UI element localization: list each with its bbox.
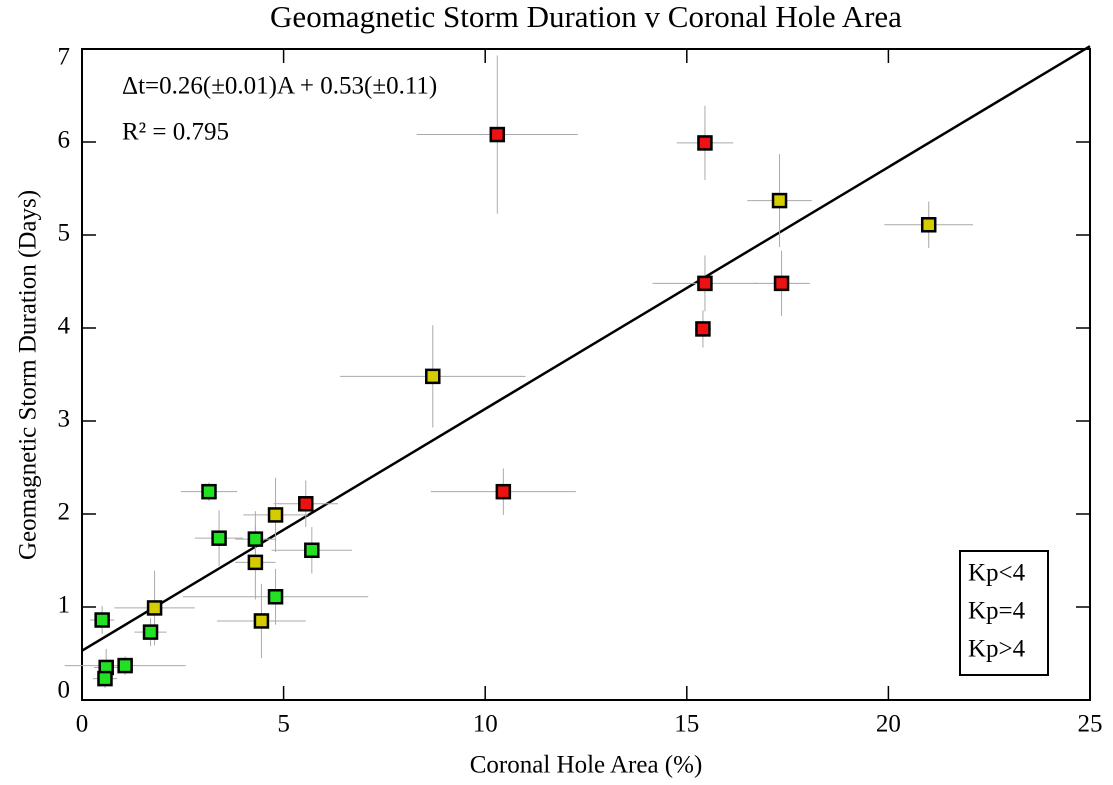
x-tick-label: 0 bbox=[76, 711, 89, 738]
point bbox=[211, 530, 227, 546]
point bbox=[695, 321, 711, 337]
y-axis-label: Geomagnetic Storm Duration (Days) bbox=[15, 190, 42, 560]
x-tick-label: 5 bbox=[277, 711, 290, 738]
point bbox=[425, 368, 441, 385]
point bbox=[697, 135, 713, 151]
point bbox=[267, 589, 284, 605]
y-tick-label: 4 bbox=[58, 313, 71, 340]
point bbox=[267, 507, 284, 523]
x-tick-label: 25 bbox=[1078, 711, 1103, 738]
legend-box bbox=[959, 550, 1049, 676]
y-tick-label: 6 bbox=[58, 127, 71, 154]
legend-label: Kp<4 bbox=[968, 560, 1026, 587]
point bbox=[771, 192, 788, 209]
x-tick-label: 20 bbox=[876, 711, 901, 738]
y-tick-label: 2 bbox=[58, 499, 71, 526]
point bbox=[253, 613, 270, 629]
point bbox=[247, 554, 264, 571]
y-tick-label: 5 bbox=[58, 220, 71, 247]
point bbox=[94, 612, 110, 628]
chart-title: Geomagnetic Storm Duration v Coronal Hol… bbox=[270, 0, 902, 34]
fit-equation: Δt=0.26(±0.01)A + 0.53(±0.11) bbox=[122, 73, 437, 100]
point bbox=[920, 217, 937, 233]
y-tick-label: 1 bbox=[58, 592, 71, 619]
legend-label: Kp>4 bbox=[968, 636, 1026, 663]
point bbox=[489, 126, 506, 143]
point bbox=[773, 275, 790, 292]
point bbox=[697, 275, 713, 292]
y-tick-label: 3 bbox=[58, 406, 71, 433]
point bbox=[304, 542, 320, 559]
point bbox=[298, 496, 314, 512]
x-axis-label: Coronal Hole Area (%) bbox=[470, 752, 703, 779]
point bbox=[142, 624, 159, 640]
r-squared: R² = 0.795 bbox=[122, 119, 229, 146]
point bbox=[146, 600, 163, 616]
x-tick-label: 15 bbox=[674, 711, 699, 738]
fit-line bbox=[81, 45, 1091, 652]
x-tick-label: 10 bbox=[473, 711, 498, 738]
point bbox=[495, 483, 512, 500]
plot-frame bbox=[81, 48, 1091, 701]
y-tick-label: 0 bbox=[58, 677, 71, 704]
legend-label: Kp=4 bbox=[968, 598, 1026, 625]
y-tick-label: 7 bbox=[58, 44, 71, 71]
point bbox=[201, 483, 217, 500]
point bbox=[247, 531, 264, 547]
point bbox=[97, 670, 113, 687]
point bbox=[117, 657, 133, 674]
